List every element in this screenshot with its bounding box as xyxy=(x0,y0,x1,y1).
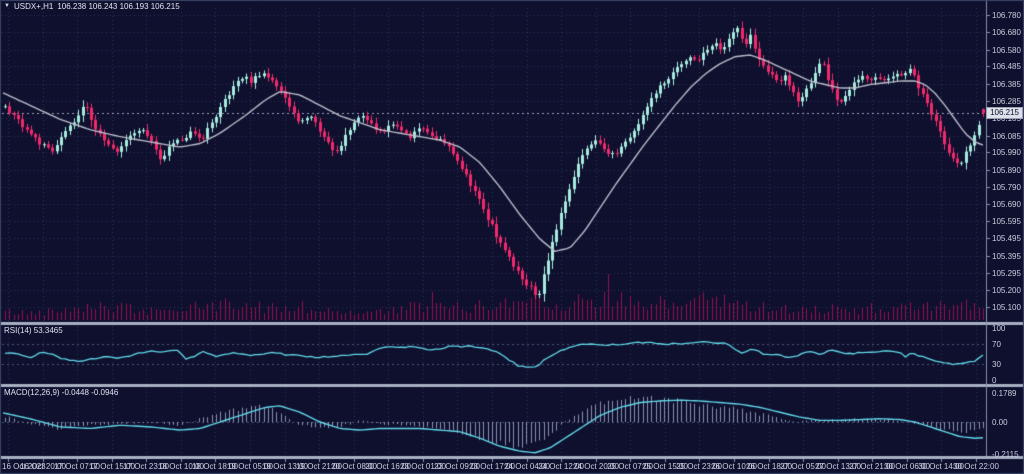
time-axis-label: 19 Oct 13:00 xyxy=(262,462,308,471)
macd-axis-label: 0.1789 xyxy=(992,389,1017,398)
time-axis-label: 17 Oct 07:00 xyxy=(54,462,100,471)
price-axis-label: 105.990 xyxy=(992,148,1021,157)
current-price-tag: 106.215 xyxy=(986,107,1023,119)
price-axis-label: 106.385 xyxy=(992,80,1021,89)
price-axis-label: 105.890 xyxy=(992,166,1021,175)
time-axis-label: 16 Oct 2023 xyxy=(2,462,46,471)
time-axis-label: 25 Oct 07:00 xyxy=(607,462,653,471)
rsi-axis-label: 100 xyxy=(992,324,1006,333)
price-axis-label: 105.100 xyxy=(992,303,1021,312)
time-axis-label: 17 Oct 15:00 xyxy=(89,462,135,471)
price-axis-label: 105.395 xyxy=(992,252,1021,261)
price-axis-label: 106.485 xyxy=(992,62,1021,71)
time-axis-label: 19 Oct 05:00 xyxy=(227,462,273,471)
time-axis-label: 16 Oct 20:00 xyxy=(20,462,66,471)
time-axis-label: 26 Oct 10:00 xyxy=(711,462,757,471)
price-axis-label: 106.085 xyxy=(992,132,1021,141)
time-axis-label: 23 Oct 01:00 xyxy=(400,462,446,471)
time-axis-label: 27 Oct 21:00 xyxy=(849,462,895,471)
time-axis-label: 25 Oct 23:00 xyxy=(676,462,722,471)
time-axis-label: 24 Oct 20:00 xyxy=(573,462,619,471)
macd-indicator-label: MACD(12,26,9) -0.0448 -0.0946 xyxy=(4,388,119,397)
ohlc-values: 106.238 106.243 106.193 106.215 xyxy=(57,2,180,11)
time-axis-label: 18 Oct 10:00 xyxy=(158,462,204,471)
time-axis-label: 17 Oct 23:00 xyxy=(123,462,169,471)
time-axis-label: 27 Oct 05:00 xyxy=(780,462,826,471)
time-axis-label: 19 Oct 21:00 xyxy=(296,462,342,471)
rsi-indicator-label: RSI(14) 53.3465 xyxy=(4,326,63,335)
time-axis-label: 26 Oct 18:00 xyxy=(746,462,792,471)
price-axis-label: 105.790 xyxy=(992,183,1021,192)
price-axis-label: 106.580 xyxy=(992,46,1021,55)
time-axis-label: 30 Oct 06:00 xyxy=(884,462,930,471)
time-axis-label: 27 Oct 13:00 xyxy=(815,462,861,471)
price-axis-label: 105.295 xyxy=(992,269,1021,278)
macd-axis-label: -0.2115 xyxy=(992,450,1019,459)
price-axis-label: 106.780 xyxy=(992,11,1021,20)
chevron-down-icon[interactable]: ▼ xyxy=(4,3,10,9)
chart-title: ▼ USDX+,H1 106.238 106.243 106.193 106.2… xyxy=(4,2,180,11)
time-axis-label: 18 Oct 18:00 xyxy=(192,462,238,471)
price-axis-label: 105.690 xyxy=(992,200,1021,209)
price-axis-label: 106.285 xyxy=(992,97,1021,106)
price-axis-label: 105.595 xyxy=(992,217,1021,226)
time-axis-label: 30 Oct 22:00 xyxy=(953,462,999,471)
time-axis-label: 30 Oct 14:00 xyxy=(918,462,964,471)
price-axis-label: 106.680 xyxy=(992,28,1021,37)
time-axis-label: 23 Oct 09:00 xyxy=(434,462,480,471)
rsi-axis-label: 0 xyxy=(992,376,997,385)
time-axis-label: 25 Oct 15:00 xyxy=(642,462,688,471)
price-axis-label: 105.495 xyxy=(992,234,1021,243)
time-axis-label: 24 Oct 04:00 xyxy=(504,462,550,471)
price-axis-label: 105.200 xyxy=(992,286,1021,295)
rsi-axis-label: 70 xyxy=(992,340,1001,349)
macd-axis-label: 0.00 xyxy=(992,418,1008,427)
time-axis-label: 20 Oct 08:00 xyxy=(331,462,377,471)
time-axis-label: 23 Oct 17:00 xyxy=(469,462,515,471)
time-axis-label: 20 Oct 16:00 xyxy=(365,462,411,471)
symbol-timeframe-label: USDX+,H1 xyxy=(13,2,54,11)
time-axis-label: 24 Oct 12:00 xyxy=(538,462,584,471)
rsi-axis-label: 30 xyxy=(992,360,1001,369)
